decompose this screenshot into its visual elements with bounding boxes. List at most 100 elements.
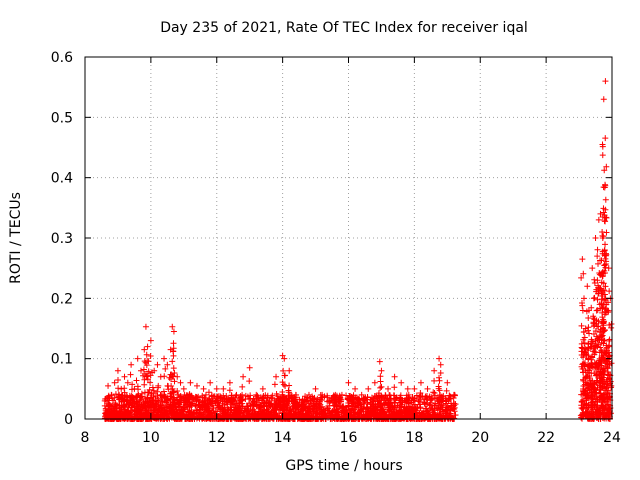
data-point [229, 395, 236, 402]
data-point [601, 326, 608, 333]
data-point [144, 373, 151, 380]
data-point [405, 406, 412, 413]
data-point [176, 409, 183, 416]
data-point [445, 404, 452, 411]
data-point [111, 379, 118, 386]
data-point [325, 397, 332, 404]
data-point [344, 396, 351, 403]
data-point [191, 415, 198, 422]
data-point [124, 393, 131, 400]
y-tick-label: 0.3 [51, 231, 73, 247]
data-point [444, 410, 451, 417]
data-point [579, 256, 586, 263]
data-point [112, 400, 119, 407]
data-point [155, 382, 162, 389]
data-point [318, 406, 325, 413]
data-point [162, 365, 169, 372]
data-point [398, 403, 405, 410]
data-point [232, 410, 239, 417]
data-point [592, 235, 599, 241]
data-point [368, 394, 375, 401]
data-point [281, 372, 288, 379]
data-point [348, 393, 355, 400]
data-point [298, 410, 305, 417]
data-point [608, 360, 615, 367]
data-point [305, 400, 312, 407]
data-point [208, 410, 215, 417]
data-point [579, 345, 586, 352]
data-point [602, 206, 609, 213]
data-point [352, 385, 359, 392]
data-point [417, 379, 424, 386]
data-point [149, 384, 156, 391]
data-point [292, 401, 299, 408]
data-point [580, 270, 587, 277]
data-point [105, 403, 112, 410]
data-point [146, 386, 153, 393]
data-point [342, 413, 349, 420]
data-point [170, 365, 177, 372]
data-point [114, 410, 121, 417]
data-point [273, 373, 280, 380]
data-point [179, 408, 186, 415]
data-point [421, 413, 428, 420]
data-point [214, 402, 221, 409]
data-point [288, 415, 295, 422]
data-point [385, 385, 392, 392]
data-point [440, 392, 447, 399]
data-point [398, 379, 405, 386]
data-point [600, 379, 607, 386]
data-point [358, 391, 365, 398]
data-point [585, 355, 592, 362]
data-point [377, 373, 384, 380]
data-point [378, 367, 385, 374]
data-point [176, 401, 183, 408]
data-point [165, 396, 172, 403]
data-point [381, 397, 388, 404]
data-point [588, 400, 595, 407]
data-point [144, 376, 151, 383]
data-point [597, 359, 604, 366]
data-point [332, 396, 339, 403]
data-point [397, 392, 404, 399]
data-point [336, 405, 343, 412]
data-point [602, 241, 609, 248]
data-point [443, 387, 450, 394]
data-point [140, 366, 147, 373]
data-point [292, 408, 299, 415]
data-point [144, 395, 151, 402]
data-point [586, 375, 593, 382]
data-point [236, 405, 243, 412]
data-point [162, 401, 169, 408]
data-point [166, 374, 173, 381]
grid-lines [85, 57, 612, 419]
data-point [306, 410, 313, 417]
data-point [599, 273, 606, 280]
data-point [585, 392, 592, 399]
data-point [599, 287, 606, 294]
axis-ticks [84, 56, 613, 420]
data-point [598, 354, 605, 361]
data-point [170, 406, 177, 413]
data-point [436, 377, 443, 384]
data-point [121, 415, 128, 422]
data-point [595, 341, 602, 348]
data-point [170, 348, 177, 355]
data-point [244, 407, 251, 414]
data-point [599, 395, 606, 402]
data-point [206, 397, 213, 404]
data-point [227, 404, 234, 411]
y-tick-label: 0 [64, 412, 73, 428]
data-point [606, 394, 613, 401]
data-point [219, 414, 226, 421]
data-point [272, 405, 279, 412]
data-point [258, 410, 265, 417]
data-point [147, 353, 154, 360]
data-point [200, 385, 207, 392]
data-point [163, 397, 170, 404]
data-point [280, 367, 287, 374]
data-point [602, 196, 609, 203]
data-point [157, 373, 164, 380]
data-point [286, 367, 293, 374]
